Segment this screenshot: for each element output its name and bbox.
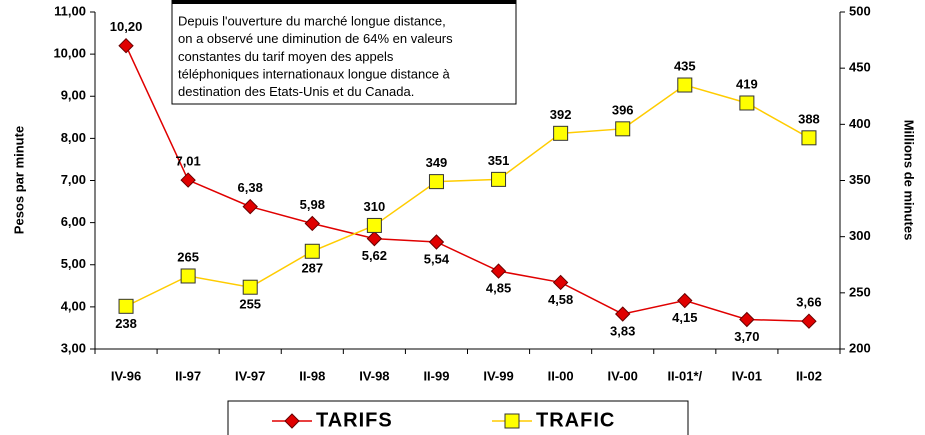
marker [242,279,258,295]
legend-label: TARIFS [316,409,393,431]
marker [739,311,755,328]
marker [118,298,134,314]
marker [242,198,258,215]
legend-label: TRAFIC [536,409,615,431]
x-tick-label: II-99 [423,368,449,383]
annotation-text: Depuis l'ouverture du marché longue dist… [178,13,446,28]
marker [180,268,196,284]
data-label: 4,15 [672,310,697,325]
data-label: 3,83 [610,323,635,338]
x-tick-label: IV-96 [111,368,141,383]
x-tick-label: II-98 [299,368,325,383]
data-label: 310 [364,199,386,214]
marker [428,174,444,190]
legend-box [227,400,689,435]
marker [801,313,817,329]
marker [504,413,520,429]
y-axis-label: Pesos par minute [11,126,26,234]
data-label: 3,66 [796,295,821,310]
series-line [125,45,809,322]
data-label: 388 [798,111,820,126]
y-tick-label: 8,00 [61,130,86,145]
marker [677,77,693,93]
marker [553,125,569,141]
annotation-text: destination des Etats-Unis et du Canada. [178,84,414,99]
y-tick-label: 7,00 [61,172,86,187]
x-tick-label: IV-99 [483,368,513,383]
annotation-text: constantes du tarif moyen des appels [178,49,394,64]
data-label: 265 [177,249,199,264]
y-tick-label: 10,00 [53,46,86,61]
marker [180,172,196,188]
y-tick-label: 6,00 [61,214,86,229]
data-label: 5,62 [362,248,387,263]
annotation-box [171,0,517,105]
y-tick-label: 5,00 [61,256,86,271]
x-tick-label: IV-97 [235,368,265,383]
marker [304,215,320,232]
marker [552,274,569,291]
y-tick-label: 3,00 [61,340,86,355]
x-tick-label: II-97 [175,368,201,383]
data-label: 5,98 [300,197,325,212]
y-tick-label: 4,00 [61,298,86,313]
annotation-text: téléphoniques internationaux longue dist… [178,67,451,82]
data-label: 238 [115,316,137,331]
y2-tick-label: 300 [849,228,871,243]
marker [284,413,300,429]
marker [677,292,693,309]
data-label: 419 [736,76,758,91]
data-label: 10,20 [110,19,143,34]
y2-tick-label: 200 [849,340,871,355]
x-tick-label: II-00 [548,368,574,383]
data-label: 5,54 [424,251,450,266]
y2-axis-label: Millions de minutes [902,120,917,241]
data-label: 349 [426,155,448,170]
y2-tick-label: 250 [849,284,871,299]
y-tick-label: 9,00 [61,88,86,103]
marker [615,121,631,137]
y2-tick-label: 450 [849,60,871,75]
data-label: 3,70 [734,329,759,344]
data-label: 396 [612,102,634,117]
y-tick-label: 11,00 [54,3,86,18]
annotation-header [172,0,516,4]
marker [490,263,507,279]
marker [428,234,445,250]
x-tick-label: II-02 [796,368,822,383]
x-tick-label: IV-01 [732,368,762,383]
data-label: 6,38 [238,180,263,195]
series-line [125,84,810,307]
y2-tick-label: 500 [849,3,871,18]
y2-tick-label: 400 [849,116,871,131]
x-tick-label: II-01*/ [667,368,702,383]
marker [739,95,755,111]
marker [615,306,631,322]
data-label: 287 [301,261,323,276]
data-label: 435 [674,58,696,73]
marker [801,130,817,146]
data-label: 392 [550,107,572,122]
data-label: 351 [488,153,510,168]
data-label: 4,85 [486,281,511,296]
data-label: 255 [239,297,261,312]
marker [366,230,383,247]
data-label: 4,58 [548,292,573,307]
x-tick-label: IV-98 [359,368,389,383]
x-tick-label: IV-00 [608,368,638,383]
marker [304,243,320,259]
y2-tick-label: 350 [849,172,871,187]
data-label: 7,01 [175,154,200,169]
annotation-text: on a observé une diminution de 64% en va… [178,31,453,46]
marker [491,171,507,187]
marker [366,217,382,233]
marker [118,37,134,54]
